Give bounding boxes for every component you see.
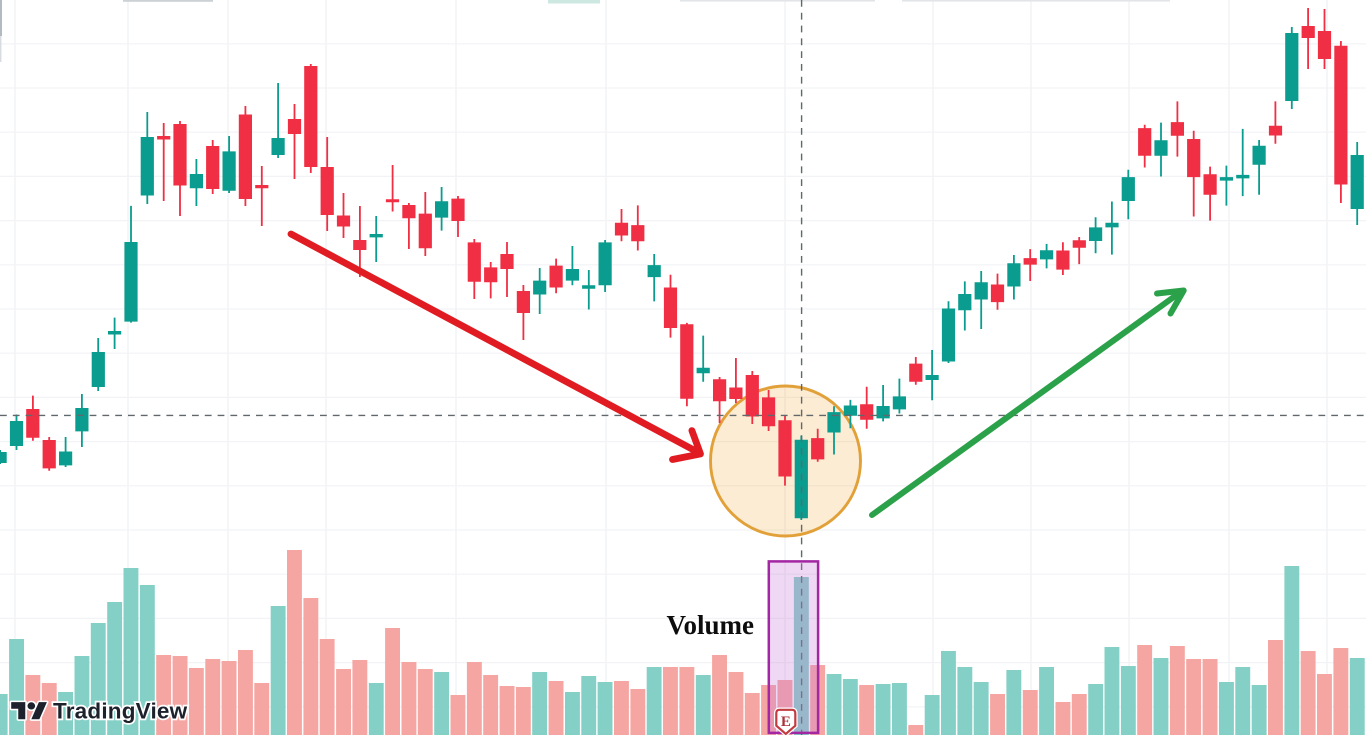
svg-text:E: E	[781, 714, 791, 730]
svg-text:Volume: Volume	[667, 610, 755, 640]
svg-text:TradingView: TradingView	[53, 699, 188, 724]
